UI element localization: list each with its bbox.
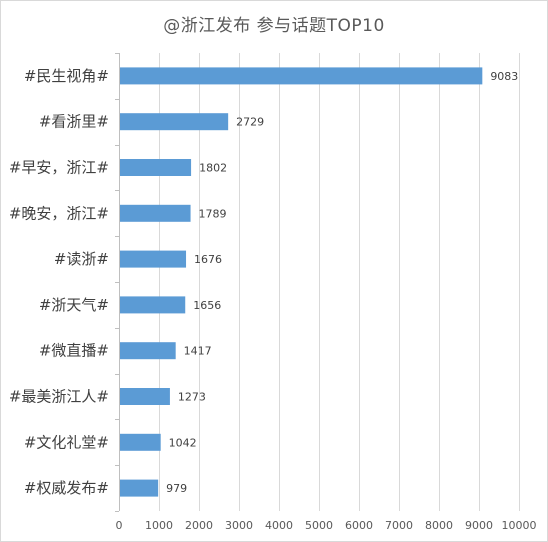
- bar: [120, 159, 192, 176]
- x-tick-label: 3000: [225, 519, 253, 532]
- bars: [120, 67, 483, 497]
- x-tick-label: 8000: [425, 519, 453, 532]
- value-label: 1802: [199, 162, 227, 175]
- x-tick-label: 1000: [145, 519, 173, 532]
- category-label: #权威发布#: [24, 479, 109, 497]
- x-tick-label: 2000: [185, 519, 213, 532]
- category-label: #晚安，浙江#: [9, 204, 109, 222]
- value-label: 9083: [490, 70, 518, 83]
- value-label: 1273: [178, 391, 206, 404]
- x-tick-label: 5000: [305, 519, 333, 532]
- category-label: #文化礼堂#: [24, 433, 109, 451]
- bar: [120, 433, 161, 451]
- value-label: 1417: [184, 345, 212, 358]
- value-label: 979: [166, 482, 187, 495]
- category-label: #早安，浙江#: [9, 159, 109, 177]
- bar: [120, 250, 187, 268]
- bar: [120, 388, 170, 405]
- value-label: 1789: [199, 207, 227, 220]
- x-tick-label: 7000: [385, 519, 413, 532]
- category-label: #读浙#: [54, 250, 109, 268]
- x-tick-label: 6000: [345, 519, 373, 532]
- value-label: 1042: [169, 436, 197, 449]
- value-label: 1656: [193, 299, 221, 312]
- x-tick-label: 10000: [502, 519, 537, 532]
- labels: 0 1000 2000 3000 4000 5000 6000 7000 8000 9000 100…: [9, 67, 537, 532]
- category-label: #民生视角#: [24, 67, 109, 85]
- bar: [120, 479, 159, 497]
- category-label: #微直播#: [39, 342, 109, 360]
- x-tick-label: 0: [116, 519, 123, 532]
- bar: [120, 67, 483, 85]
- value-label: 1676: [194, 253, 222, 266]
- bar: [120, 204, 191, 222]
- grid-lines: [115, 53, 520, 512]
- bar: [120, 113, 229, 131]
- x-tick-label: 4000: [265, 519, 293, 532]
- bar: [120, 342, 176, 360]
- bar: [120, 296, 186, 314]
- category-label: #最美浙江人#: [9, 388, 109, 406]
- category-label: #浙天气#: [39, 296, 109, 314]
- chart-title: @浙江发布 参与话题TOP10: [163, 16, 385, 36]
- x-tick-label: 9000: [465, 519, 493, 532]
- value-label: 2729: [236, 116, 264, 129]
- category-label: #看浙里#: [39, 113, 109, 131]
